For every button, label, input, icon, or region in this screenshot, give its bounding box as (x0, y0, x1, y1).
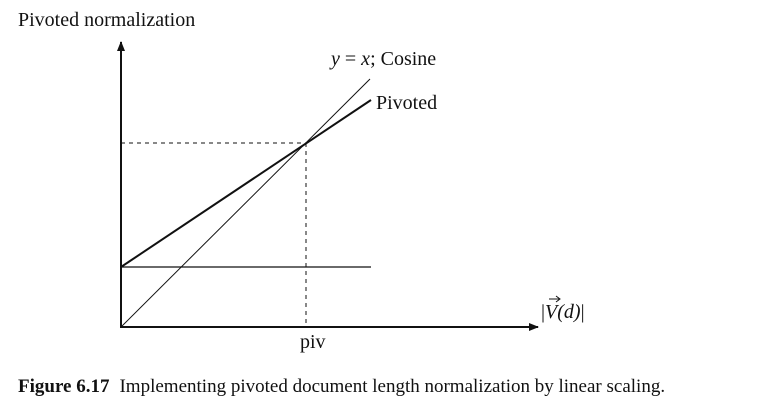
pivoted-line-label: Pivoted (376, 92, 437, 114)
caption-number: Figure 6.17 (18, 376, 110, 397)
vector-arrowhead-icon (555, 295, 561, 303)
pivoted-line (120, 99, 372, 268)
x-axis-label: |V(d)| (541, 301, 585, 323)
pivot-label: piv (300, 331, 326, 353)
figure-caption: Figure 6.17 Implementing pivoted document… (18, 376, 665, 397)
identity-cosine-line (120, 78, 371, 328)
caption-text: Implementing pivoted document length nor… (119, 376, 665, 397)
identity-line-label: y = x; Cosine (329, 48, 436, 70)
diagram-title: Pivoted normalization (18, 9, 195, 31)
